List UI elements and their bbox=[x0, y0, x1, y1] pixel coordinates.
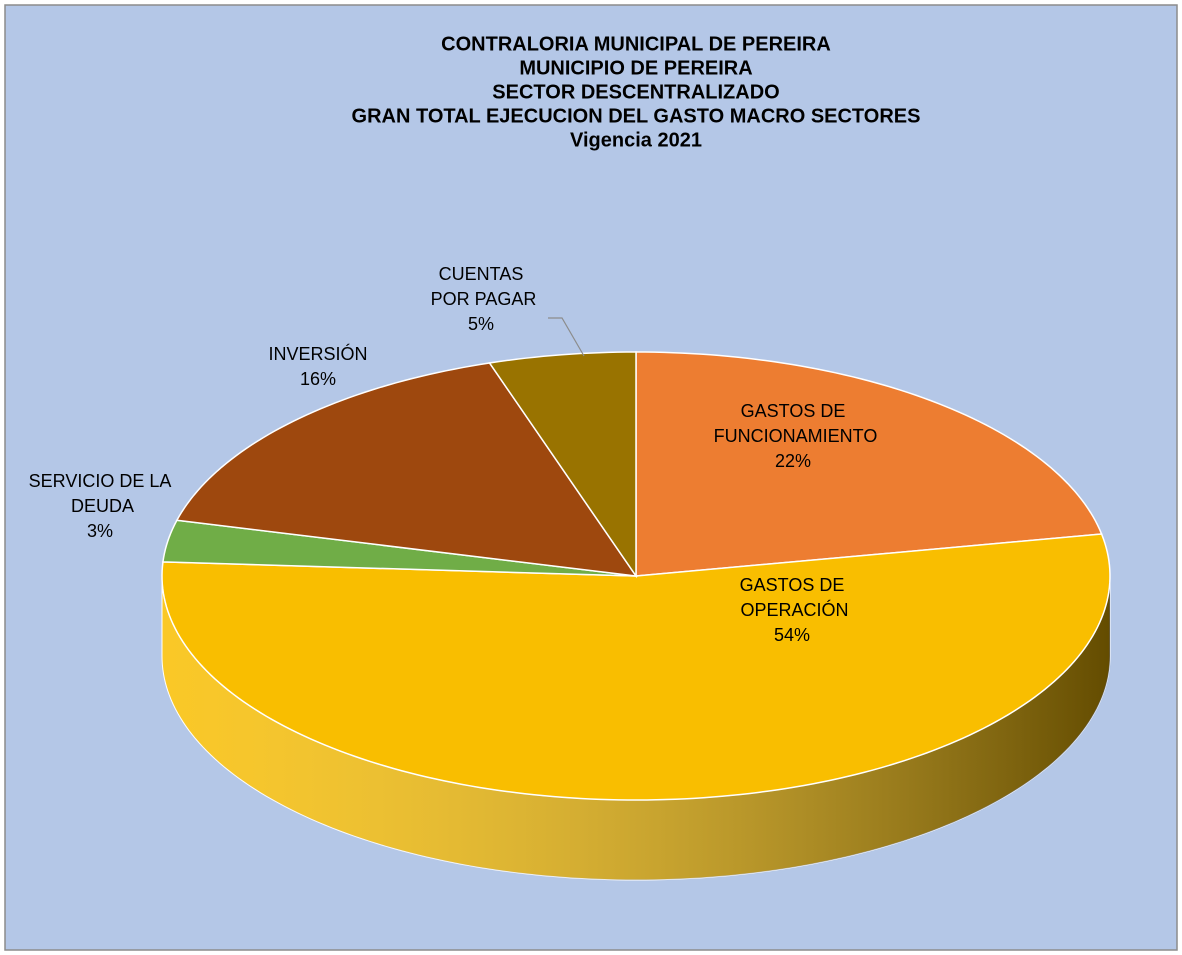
value-label: 22% bbox=[775, 451, 811, 471]
title-group: CONTRALORIA MUNICIPAL DE PEREIRAMUNICIPI… bbox=[352, 33, 921, 151]
value-label: 5% bbox=[468, 314, 494, 334]
value-label: 16% bbox=[300, 369, 336, 389]
slice bbox=[635, 351, 1103, 577]
leader-line bbox=[548, 317, 585, 357]
category-label: GASTOS DE FUNCIONAMIENTO bbox=[709, 401, 878, 446]
category-label: SERVICIO DE LA DEUDA bbox=[29, 471, 172, 516]
chart-title: GRAN TOTAL EJECUCION DEL GASTO MACRO SEC… bbox=[352, 105, 921, 127]
slice bbox=[175, 362, 638, 577]
slice-side-shade bbox=[162, 576, 1110, 880]
chart-title: CONTRALORIA MUNICIPAL DE PEREIRA bbox=[441, 33, 831, 55]
value-label: 54% bbox=[774, 625, 810, 645]
chart-title: Vigencia 2021 bbox=[570, 129, 702, 151]
chart-title: MUNICIPIO DE PEREIRA bbox=[519, 57, 752, 79]
slice bbox=[161, 533, 1111, 801]
category-label: CUENTAS POR PAGAR bbox=[426, 264, 537, 309]
value-label: 3% bbox=[87, 521, 113, 541]
category-label: GASTOS DE OPERACIÓN bbox=[735, 575, 848, 620]
category-label: INVERSIÓN bbox=[268, 343, 367, 364]
chart-title: SECTOR DESCENTRALIZADO bbox=[492, 81, 779, 103]
slices bbox=[161, 351, 1111, 801]
labels: GASTOS DE FUNCIONAMIENTO 22% GASTOS DE OPE… bbox=[29, 264, 878, 645]
slice bbox=[488, 351, 637, 579]
